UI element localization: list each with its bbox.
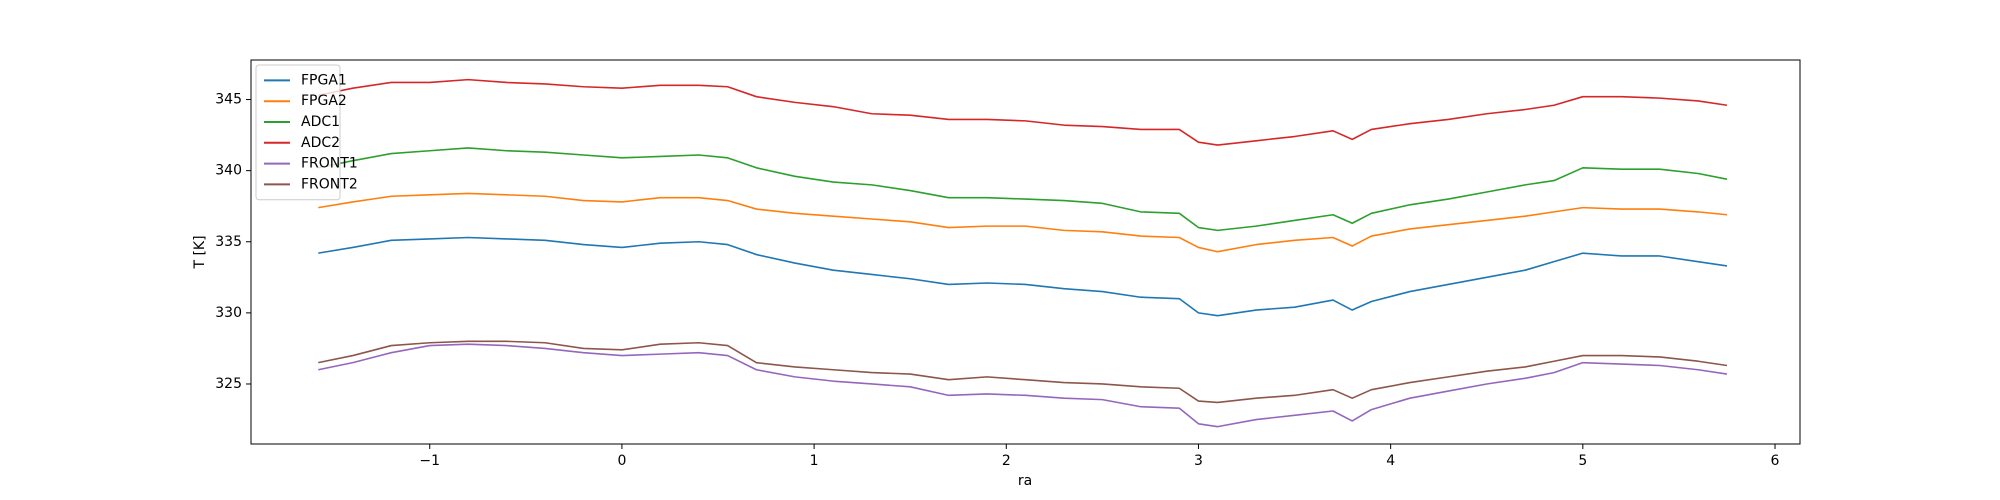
x-tick-label: 6	[1771, 453, 1780, 469]
x-tick-label: 4	[1386, 453, 1395, 469]
line-series	[318, 236, 1728, 317]
x-tick-label: 5	[1578, 453, 1587, 469]
legend-label: FRONT1	[301, 156, 358, 172]
legend-label: ADC2	[301, 135, 340, 151]
legend-box	[255, 64, 341, 201]
legend-label: FPGA1	[301, 72, 347, 88]
legend: FPGA1 FPGA2 ADC1 ADC2 FRONT1 FRONT2	[255, 64, 358, 201]
y-tick-label: 325	[215, 376, 242, 392]
line-series	[318, 147, 1728, 232]
x-tick-label: −1	[419, 453, 440, 469]
line-series	[318, 192, 1728, 253]
y-tick-label: 345	[215, 92, 242, 108]
x-tick-label: 3	[1194, 453, 1203, 469]
y-tick-label: 330	[215, 305, 242, 321]
y-tick-label: 340	[215, 163, 242, 179]
y-axis-label: T [K]	[192, 235, 208, 269]
x-tick-label: 1	[810, 453, 819, 469]
axes-frame	[250, 59, 1801, 445]
x-tick-label: 0	[617, 453, 626, 469]
x-tick-label: 2	[1002, 453, 1011, 469]
y-tick-label: 335	[215, 234, 242, 250]
line-series	[318, 340, 1728, 404]
line-series	[318, 343, 1728, 428]
x-axis-label: ra	[1018, 473, 1032, 489]
legend-label: FPGA2	[301, 93, 347, 109]
legend-label: FRONT2	[301, 176, 358, 192]
legend-label: ADC1	[301, 114, 340, 130]
line-series	[318, 78, 1728, 146]
